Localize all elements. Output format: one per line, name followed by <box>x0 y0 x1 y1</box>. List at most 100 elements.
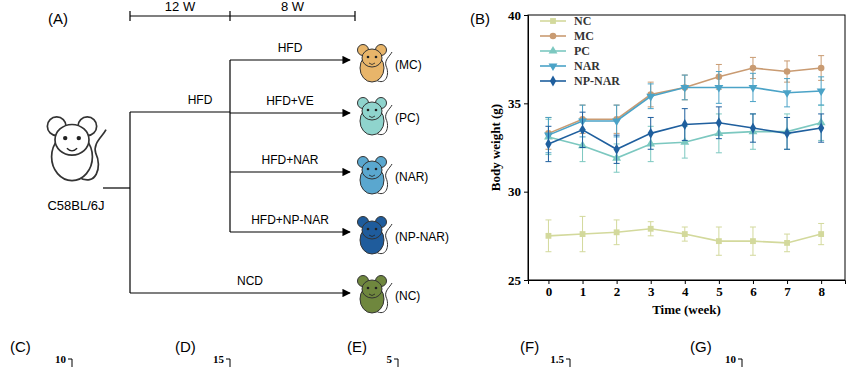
tick-label: 10 <box>725 353 737 365</box>
mouse-root <box>47 117 106 181</box>
error-cap <box>614 135 620 136</box>
tick-label: 0 <box>546 284 553 299</box>
tick-mark <box>68 359 72 360</box>
error-cap <box>614 163 620 164</box>
tick-label: 10 <box>55 353 67 365</box>
mouse-eye <box>367 228 370 231</box>
mouse-head <box>362 280 382 298</box>
error-cap <box>682 99 688 100</box>
axis-line <box>230 359 231 367</box>
marker <box>714 85 723 93</box>
group-label: (NC) <box>395 289 420 303</box>
legend-item: NAR <box>540 59 600 73</box>
marker <box>817 88 826 96</box>
arrow <box>230 231 350 232</box>
tick: 7 <box>784 280 791 299</box>
error-cap <box>580 105 586 106</box>
legend-label: NP-NAR <box>574 74 620 88</box>
axis-line <box>398 359 399 367</box>
error-cap <box>750 255 756 256</box>
error-cap <box>648 161 654 162</box>
error-cap <box>818 105 824 106</box>
treatment-label: NCD <box>237 274 263 288</box>
legend-item: NC <box>540 14 591 28</box>
series <box>544 105 826 172</box>
mouse-mouth <box>369 235 375 237</box>
error-cap <box>580 161 586 162</box>
marker <box>612 118 621 126</box>
error-cap <box>784 149 790 150</box>
panel-label: (G) <box>690 338 712 355</box>
error-cap <box>614 105 620 106</box>
legend-label: PC <box>574 44 590 58</box>
x-axis: 012345678 <box>529 280 846 299</box>
marker <box>750 238 756 244</box>
error-cap <box>716 103 722 104</box>
timeline-tick <box>229 11 230 21</box>
mouse-group <box>358 276 393 314</box>
tick-mark <box>524 103 528 104</box>
error-cap <box>682 99 688 100</box>
timeline-label: 12 W <box>165 0 196 14</box>
mouse-head <box>362 102 382 120</box>
error-cap <box>545 117 551 118</box>
error-cap <box>648 149 654 150</box>
tick: 0 <box>546 280 553 299</box>
mouse-eye <box>375 287 378 290</box>
treatment-label: HFD+VE <box>266 94 314 108</box>
mouse-eye <box>367 287 370 290</box>
error-cap <box>545 161 551 162</box>
timeline-tick <box>354 11 355 21</box>
cropped-panel: (D)15 <box>175 338 230 367</box>
arrow <box>130 292 350 293</box>
connector <box>130 111 230 112</box>
legend-marker <box>549 63 558 71</box>
connector <box>103 187 130 188</box>
error-cap <box>545 126 551 127</box>
group-label: (NP-NAR) <box>395 230 449 244</box>
legend-item: MC <box>540 29 594 43</box>
group-label: (NAR) <box>395 170 428 184</box>
legend-item: PC <box>540 44 590 58</box>
panel-label: (E) <box>347 338 367 355</box>
legend-label: NAR <box>574 59 600 73</box>
error-cap <box>716 138 722 139</box>
legend-label: MC <box>574 29 594 43</box>
error-cap <box>818 223 824 224</box>
error-cap <box>818 142 824 143</box>
mouse-group <box>358 98 393 136</box>
error-cap <box>648 82 654 83</box>
series <box>545 216 824 255</box>
mouse-eye <box>63 136 67 140</box>
error-cap <box>545 117 551 118</box>
error-cap <box>648 108 654 109</box>
marker <box>749 85 758 93</box>
marker <box>546 233 552 239</box>
mouse-head <box>362 221 382 239</box>
mouse-eye <box>375 56 378 59</box>
x-axis-title: Time (week) <box>652 302 721 317</box>
y-axis: 25303540 <box>508 8 529 288</box>
mouse-eye <box>367 56 370 59</box>
axis-line <box>742 359 743 367</box>
mouse-eye <box>77 136 81 140</box>
figure: (A)12 W8 WC58BL/6JHFDHFD(MC)HFD+VE(PC)HF… <box>0 0 865 367</box>
marker <box>579 124 585 135</box>
error-cap <box>750 113 756 114</box>
plot-area <box>544 56 826 256</box>
marker <box>680 85 689 93</box>
error-cap <box>784 113 790 114</box>
error-cap <box>580 251 586 252</box>
panel-label: (D) <box>175 338 196 355</box>
connector <box>229 60 230 232</box>
tick: 2 <box>614 280 621 299</box>
group-label: (PC) <box>395 111 420 125</box>
error-cap <box>682 241 688 242</box>
marker <box>818 65 825 72</box>
mouse-head <box>362 161 382 179</box>
error-cap <box>818 105 824 106</box>
error-cap <box>580 112 586 113</box>
mouse-group <box>358 45 393 83</box>
error-cap <box>682 140 688 141</box>
marker <box>784 240 790 246</box>
